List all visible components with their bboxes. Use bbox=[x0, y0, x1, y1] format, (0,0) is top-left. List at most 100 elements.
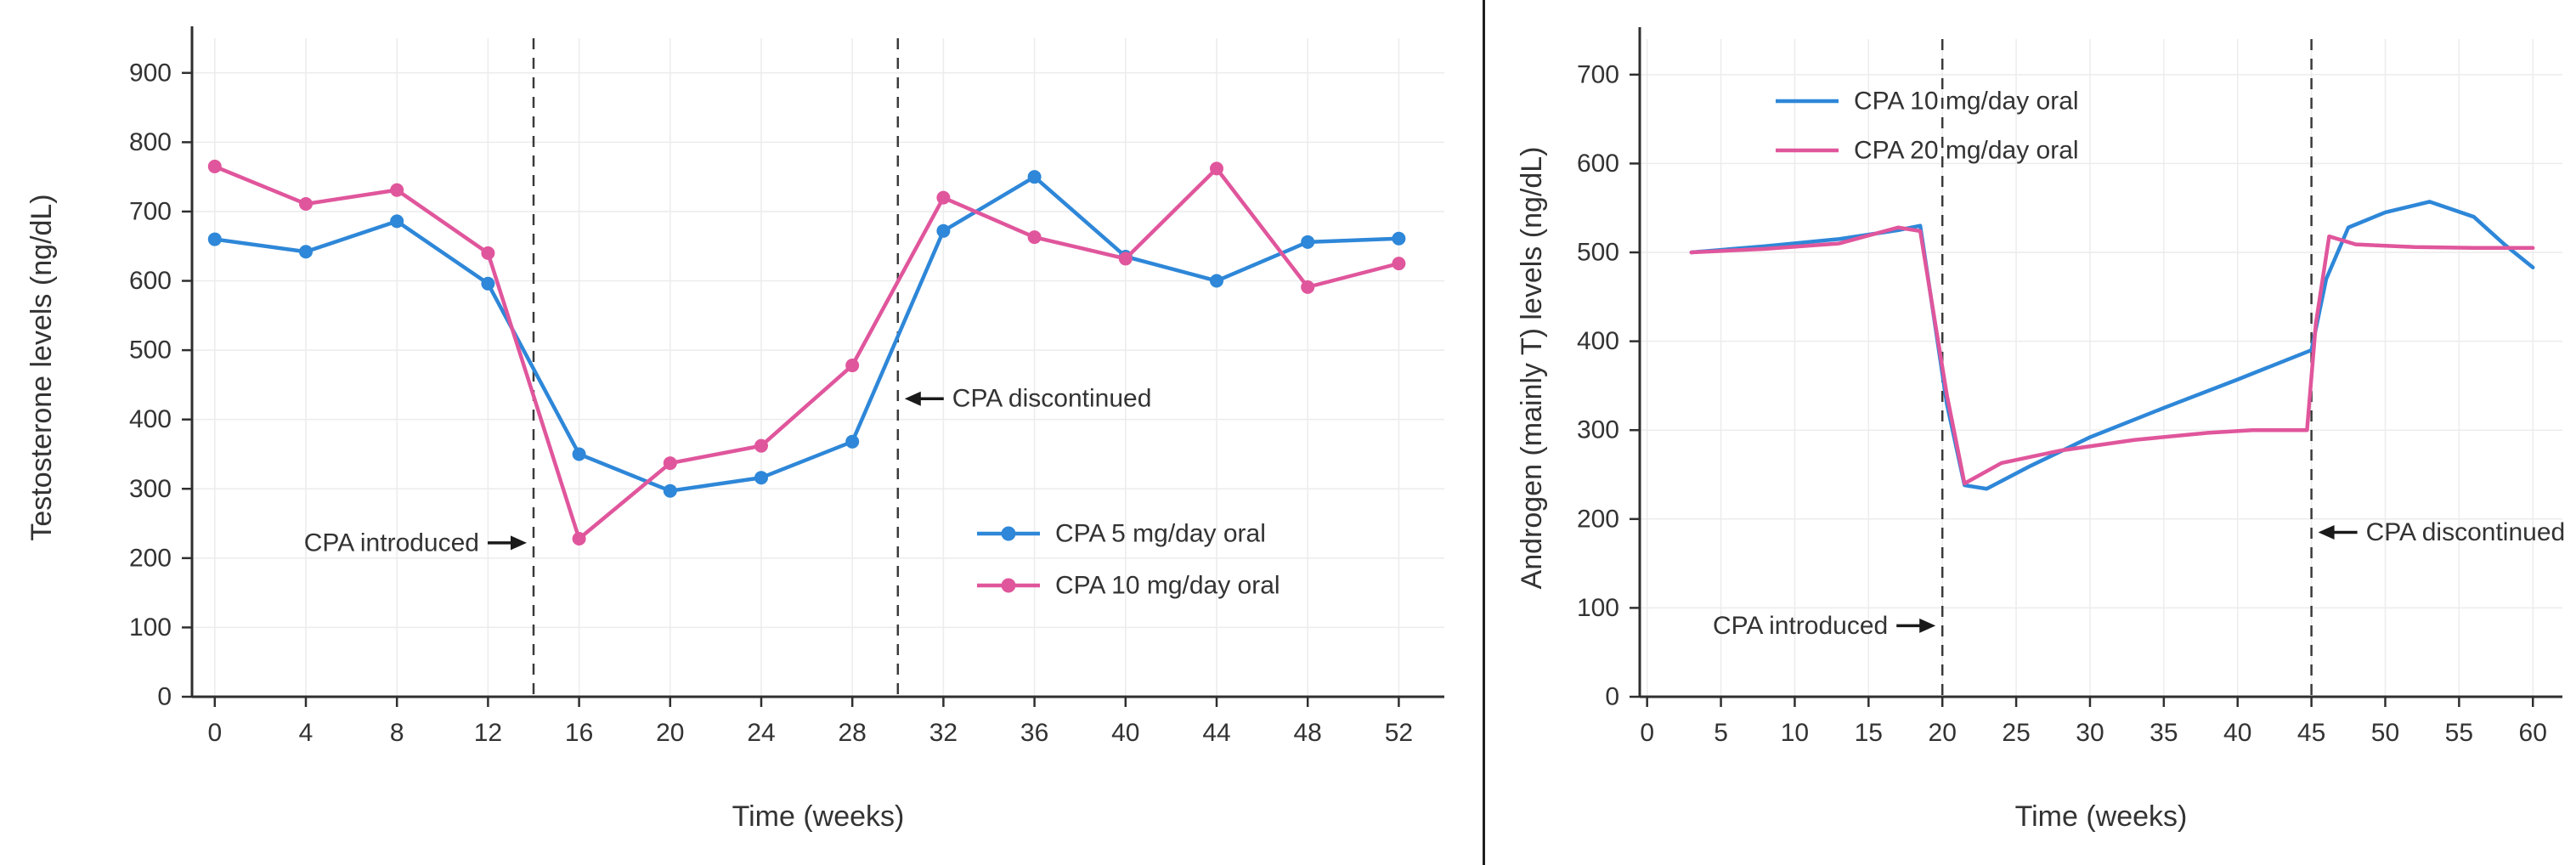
y-tick-label: 700 bbox=[129, 197, 172, 225]
y-axis-title: Androgen (mainly T) levels (ng/dL) bbox=[1516, 147, 1548, 590]
y-tick-label: 100 bbox=[129, 613, 172, 642]
testosterone-chart-panel: 0 100 200 300 400 500 600 700 800 900 0 4 8 12 16 20 24 2… bbox=[25, 26, 1444, 833]
x-tick-label: 40 bbox=[1111, 719, 1139, 747]
x-tick-label: 16 bbox=[565, 719, 593, 747]
data-point bbox=[1392, 257, 1406, 271]
x-tick-label: 28 bbox=[839, 719, 867, 747]
x-tick-label: 0 bbox=[207, 719, 222, 747]
data-point bbox=[572, 532, 586, 546]
data-point bbox=[390, 183, 404, 197]
data-point bbox=[936, 190, 951, 205]
panel-divider bbox=[1483, 0, 1485, 865]
x-axis-title: Time (weeks) bbox=[732, 800, 905, 833]
y-tick-label: 600 bbox=[1577, 150, 1619, 178]
x-tick-label: 10 bbox=[1781, 719, 1809, 747]
x-tick-label: 50 bbox=[2371, 719, 2399, 747]
x-tick-label: 32 bbox=[929, 719, 958, 747]
x-tick-label: 35 bbox=[2149, 719, 2178, 747]
x-tick-label: 15 bbox=[1855, 719, 1883, 747]
data-point bbox=[1301, 235, 1315, 249]
androgen-line-chart: 0 100 200 300 400 500 600 700 0 5 10 15 20 25 30 35 40 45… bbox=[1516, 27, 2565, 833]
x-tick-label: 55 bbox=[2445, 719, 2473, 747]
y-tick-label: 100 bbox=[1577, 594, 1619, 622]
legend-label-0: CPA 10 mg/day oral bbox=[1854, 88, 2079, 116]
data-point bbox=[754, 471, 768, 485]
data-point bbox=[390, 214, 404, 229]
series-line-1 bbox=[212, 164, 1401, 541]
x-tick-label: 40 bbox=[2223, 719, 2251, 747]
y-tick-label: 400 bbox=[129, 405, 172, 433]
annotation-label: CPA introduced bbox=[304, 529, 479, 557]
y-tick-label: 500 bbox=[129, 336, 172, 365]
x-tick-label: 12 bbox=[474, 719, 502, 747]
arrow-head-left bbox=[2318, 525, 2335, 540]
androgen-chart-panel: 0 100 200 300 400 500 600 700 0 5 10 15 20 25 30 35 40 45… bbox=[1485, 0, 2576, 865]
x-tick-label: 45 bbox=[2297, 719, 2325, 747]
data-point bbox=[481, 246, 495, 260]
x-tick-label: 5 bbox=[1714, 719, 1728, 747]
arrow-head-right bbox=[511, 535, 527, 551]
data-point bbox=[936, 223, 951, 238]
y-tick-label: 500 bbox=[1577, 239, 1619, 267]
y-axis-title: Testosterone levels (ng/dL) bbox=[25, 194, 58, 540]
y-tick-label: 200 bbox=[129, 544, 172, 572]
gridlines bbox=[192, 38, 1444, 698]
y-tick-label: 800 bbox=[129, 128, 172, 156]
data-point bbox=[572, 447, 586, 461]
x-tick-label: 8 bbox=[390, 719, 404, 747]
data-point bbox=[1027, 170, 1042, 184]
x-tick-label: 60 bbox=[2519, 719, 2547, 747]
data-point bbox=[1027, 230, 1042, 245]
y-tick-label: 0 bbox=[157, 683, 172, 711]
data-point bbox=[1210, 161, 1223, 176]
annotation-label: CPA introduced bbox=[1713, 612, 1888, 640]
arrow-head-left bbox=[904, 391, 921, 406]
legend-marker-1 bbox=[1001, 578, 1016, 593]
legend-label-1: CPA 10 mg/day oral bbox=[1055, 572, 1280, 600]
y-tick-label: 300 bbox=[1577, 416, 1619, 444]
legend-label-0: CPA 5 mg/day oral bbox=[1055, 520, 1266, 548]
x-tick-label: 20 bbox=[656, 719, 684, 747]
y-tick-label: 300 bbox=[129, 475, 172, 503]
data-point bbox=[299, 245, 313, 259]
data-point bbox=[1210, 274, 1223, 288]
data-point bbox=[1118, 252, 1133, 266]
data-point bbox=[1301, 280, 1315, 294]
series-line-0 bbox=[212, 174, 1401, 493]
y-tick-label: 700 bbox=[1577, 60, 1619, 88]
legend-marker-0 bbox=[1001, 526, 1016, 541]
x-axis-title: Time (weeks) bbox=[2015, 800, 2188, 833]
x-tick-label: 20 bbox=[1929, 719, 1957, 747]
y-tick-label: 200 bbox=[1577, 505, 1619, 533]
tick-marks bbox=[182, 71, 1400, 707]
gridlines bbox=[1640, 39, 2562, 698]
data-point bbox=[754, 438, 768, 453]
x-tick-label: 30 bbox=[2076, 719, 2104, 747]
data-point bbox=[207, 232, 222, 246]
x-tick-label: 44 bbox=[1202, 719, 1230, 747]
y-tick-label: 600 bbox=[129, 267, 172, 295]
series-line-1 bbox=[1689, 225, 2535, 486]
data-point bbox=[663, 456, 677, 471]
x-tick-label: 0 bbox=[1640, 719, 1654, 747]
data-point bbox=[1392, 231, 1406, 246]
data-point bbox=[481, 276, 495, 291]
y-tick-label: 900 bbox=[129, 59, 172, 87]
y-tick-label: 400 bbox=[1577, 327, 1619, 355]
y-tick-label: 0 bbox=[1605, 683, 1619, 711]
x-tick-label: 48 bbox=[1294, 719, 1322, 747]
data-point bbox=[207, 159, 222, 173]
data-point bbox=[845, 359, 860, 373]
x-tick-label: 36 bbox=[1020, 719, 1048, 747]
legend-label-1: CPA 20 mg/day oral bbox=[1854, 137, 2079, 165]
data-point bbox=[299, 196, 313, 211]
data-point bbox=[663, 483, 677, 498]
annotation-label: CPA discontinued bbox=[952, 385, 1152, 413]
x-tick-label: 25 bbox=[2002, 719, 2030, 747]
tick-marks bbox=[1630, 73, 2534, 707]
x-tick-label: 4 bbox=[299, 719, 314, 747]
x-tick-label: 24 bbox=[747, 719, 775, 747]
arrow-head-right bbox=[1919, 618, 1936, 633]
